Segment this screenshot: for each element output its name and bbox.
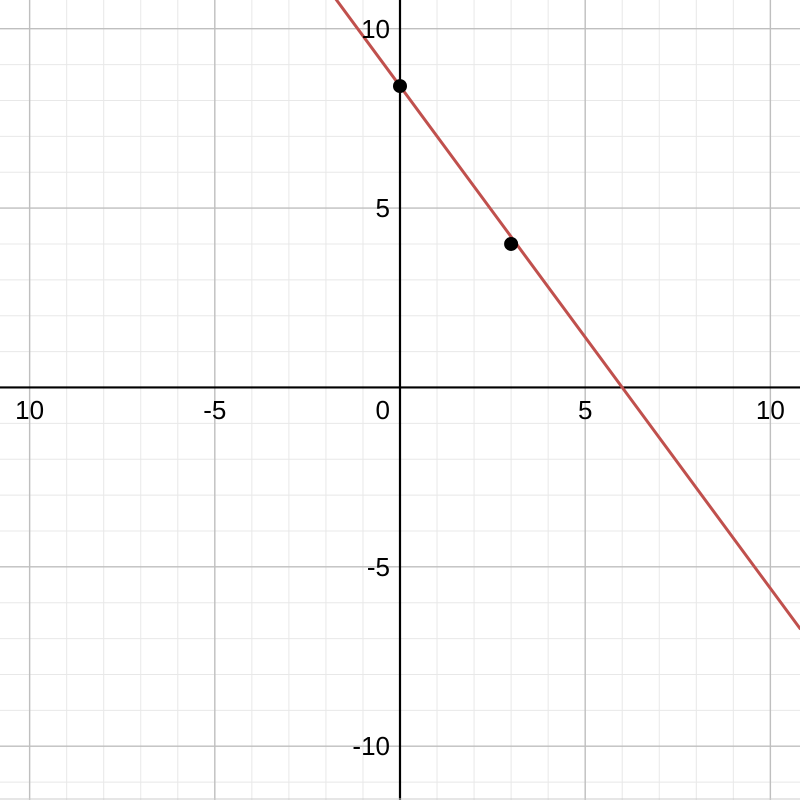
data-point-1 <box>504 237 518 251</box>
tick-label: 5 <box>578 395 592 426</box>
tick-label: 10 <box>756 395 785 426</box>
tick-label: 10 <box>361 14 390 45</box>
tick-label: -5 <box>367 552 390 583</box>
tick-label: 0 <box>376 395 390 426</box>
tick-label: -10 <box>352 731 390 762</box>
tick-label: -5 <box>203 395 226 426</box>
tick-label: 5 <box>376 193 390 224</box>
coordinate-plane-chart: 10 -5 0 5 10 10 5 -5 -10 <box>0 0 800 800</box>
data-point-0 <box>393 79 407 93</box>
tick-label: 10 <box>15 395 44 426</box>
chart-svg <box>0 0 800 800</box>
